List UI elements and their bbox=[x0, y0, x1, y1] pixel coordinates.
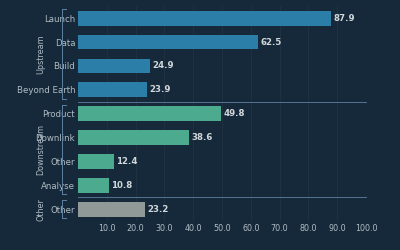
Text: 10.8: 10.8 bbox=[112, 181, 133, 190]
Bar bbox=[78, 130, 189, 145]
Text: Other: Other bbox=[36, 198, 45, 221]
Bar bbox=[78, 106, 222, 121]
Text: 62.5: 62.5 bbox=[260, 38, 282, 46]
Bar bbox=[78, 178, 109, 193]
Text: 12.4: 12.4 bbox=[116, 157, 138, 166]
Text: 38.6: 38.6 bbox=[192, 133, 213, 142]
Text: 24.9: 24.9 bbox=[152, 62, 174, 70]
Bar bbox=[78, 154, 114, 169]
Text: 87.9: 87.9 bbox=[334, 14, 355, 23]
Bar bbox=[78, 82, 147, 97]
Bar bbox=[78, 202, 145, 217]
Text: Downstream: Downstream bbox=[36, 124, 45, 175]
Text: 23.2: 23.2 bbox=[147, 205, 168, 214]
Bar bbox=[78, 11, 331, 26]
Text: 49.8: 49.8 bbox=[224, 109, 245, 118]
Bar bbox=[78, 58, 150, 74]
Bar bbox=[78, 35, 258, 50]
Text: 23.9: 23.9 bbox=[149, 85, 170, 94]
Text: Upstream: Upstream bbox=[36, 34, 45, 74]
